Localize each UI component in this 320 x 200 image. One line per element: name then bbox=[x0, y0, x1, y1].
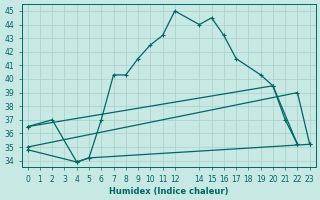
X-axis label: Humidex (Indice chaleur): Humidex (Indice chaleur) bbox=[109, 187, 228, 196]
